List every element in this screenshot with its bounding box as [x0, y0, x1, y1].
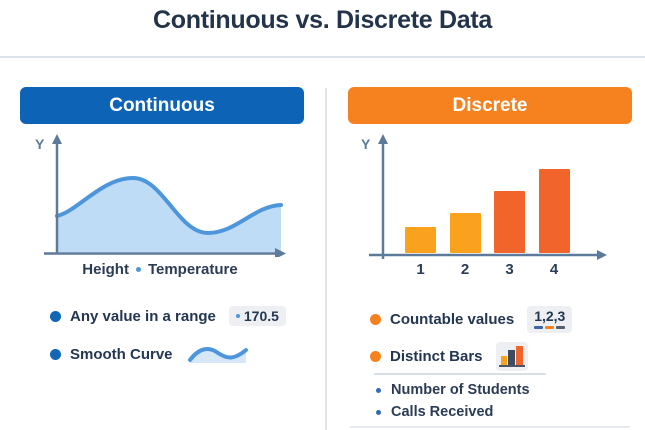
range-value-badge: 170.5 [228, 306, 286, 326]
bullet-label: Countable values [390, 311, 515, 328]
badge-dash [534, 326, 544, 329]
mini-bar [507, 350, 515, 365]
discrete-bar-4 [538, 169, 570, 253]
discrete-x-label-3: 3 [505, 261, 514, 278]
caption-height: Height [82, 261, 129, 278]
curve-fill [57, 178, 281, 252]
mini-bar-chart-icon [495, 342, 528, 371]
badge-dashes [534, 326, 566, 329]
continuous-header: Continuous [20, 87, 304, 124]
continuous-axis-caption: Height Temperature [30, 261, 290, 278]
example-number-of-students: Number of Students [376, 382, 530, 398]
continuous-bullet-range: Any value in a range 170.5 [50, 306, 286, 326]
countable-badge: 1,2,3 [527, 306, 573, 333]
continuous-bullet-smooth-curve: Smooth Curve [50, 342, 250, 366]
y-axis-arrow-icon [52, 134, 62, 144]
example-calls-received: Calls Received [376, 404, 493, 420]
examples-divider [374, 373, 546, 375]
discrete-header-label: Discrete [452, 94, 528, 116]
mini-bar [515, 346, 523, 365]
discrete-bars-layer [355, 132, 620, 254]
bullet-dot-icon [50, 348, 61, 360]
curve-line [55, 175, 283, 236]
badge-dash [545, 326, 555, 329]
mini-bar [500, 356, 507, 365]
bullet-dot-icon [376, 387, 381, 393]
small-dot-icon [235, 314, 240, 318]
continuous-header-label: Continuous [109, 94, 215, 116]
continuous-y-axis-label: Y [35, 136, 45, 152]
page-title: Continuous vs. Discrete Data [153, 6, 492, 34]
discrete-y-axis-label: Y [361, 136, 371, 152]
x-axis-arrow-icon [275, 248, 286, 257]
discrete-bar-2 [449, 213, 481, 253]
panel-divider [325, 88, 327, 430]
continuous-area-chart: Y [35, 134, 286, 257]
wave-icon [187, 346, 248, 363]
bullet-label: Any value in a range [70, 307, 216, 325]
mini-bar-baseline [498, 364, 525, 367]
discrete-bar-chart-axes: Y [361, 134, 607, 260]
title-divider [0, 56, 645, 58]
bullet-dot-icon [370, 314, 381, 325]
bottom-divider [350, 426, 630, 428]
bullet-label: Smooth Curve [70, 345, 173, 363]
discrete-x-labels: 1 2 3 4 [355, 261, 620, 281]
bullet-dot-icon [376, 409, 381, 415]
discrete-bar-3 [494, 191, 525, 253]
discrete-header: Discrete [348, 87, 632, 124]
discrete-bullet-countable: Countable values 1,2,3 [370, 306, 573, 333]
example-label: Calls Received [391, 404, 494, 420]
discrete-bullet-distinct-bars: Distinct Bars [370, 342, 528, 371]
badge-value: 1,2,3 [534, 308, 566, 324]
discrete-x-label-1: 1 [416, 261, 425, 278]
example-label: Number of Students [391, 382, 530, 398]
badge-dash [556, 326, 566, 329]
bullet-dot-icon [370, 351, 381, 362]
discrete-bar-1 [405, 227, 436, 253]
bullet-label: Distinct Bars [390, 348, 483, 365]
discrete-x-label-4: 4 [549, 261, 559, 278]
bullet-dot-icon [50, 310, 61, 322]
badge-value: 170.5 [243, 308, 279, 324]
caption-temperature: Temperature [147, 261, 238, 278]
discrete-x-label-2: 2 [460, 261, 470, 278]
caption-dot-icon [135, 267, 141, 272]
y-axis-arrow-icon [378, 134, 388, 144]
x-axis-arrow-icon [597, 250, 607, 260]
